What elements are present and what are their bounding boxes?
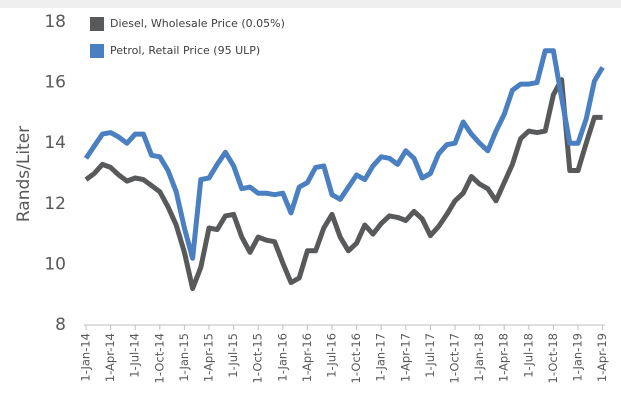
series-line [83,48,605,261]
x-tick-label: 1-Oct-17 [448,333,462,383]
legend-label: Petrol, Retail Price (95 ULP) [110,44,260,57]
x-tick-label: 1-Jul-18 [521,333,535,378]
x-tick-label: 1-Jul-14 [128,333,142,378]
legend-swatch [90,17,104,31]
x-tick-label: 1-Apr-17 [398,333,412,382]
x-tick-label: 1-Jan-15 [177,333,191,382]
top-strip [0,0,621,8]
x-tick-label: 1-Apr-15 [202,333,216,382]
y-tick-label: 12 [44,194,66,214]
y-axis-label: Rands/Liter [14,126,34,222]
x-tick-label: 1-Oct-15 [251,333,265,383]
x-tick-label: 1-Jul-15 [226,333,240,378]
legend-label: Diesel, Wholesale Price (0.05%) [110,17,285,30]
x-tick-label: 1-Jan-14 [79,333,93,382]
y-tick-label: 8 [55,315,66,335]
x-tick-label: 1-Oct-14 [152,333,166,383]
x-tick-label: 1-Jan-19 [571,333,585,382]
x-tick-label: 1-Oct-16 [349,333,363,383]
x-tick-label: 1-Jan-17 [374,333,388,382]
x-tick-label: 1-Apr-19 [595,333,609,382]
y-tick-label: 10 [44,254,66,274]
x-tick-label: 1-Jul-16 [325,333,339,378]
x-tick-label: 1-Jan-18 [472,333,486,382]
x-tick-label: 1-Apr-14 [103,333,117,382]
series-line [84,77,603,292]
x-tick-label: 1-Oct-18 [546,333,560,383]
y-tick-label: 16 [44,73,66,93]
y-tick-label: 18 [44,12,66,32]
y-tick-label: 14 [44,133,66,153]
x-tick-label: 1-Apr-16 [300,333,314,382]
x-tick-label: 1-Jan-16 [275,333,289,382]
x-tick-label: 1-Jul-17 [423,333,437,378]
legend-swatch [90,44,104,58]
x-tick-label: 1-Apr-18 [497,333,511,382]
